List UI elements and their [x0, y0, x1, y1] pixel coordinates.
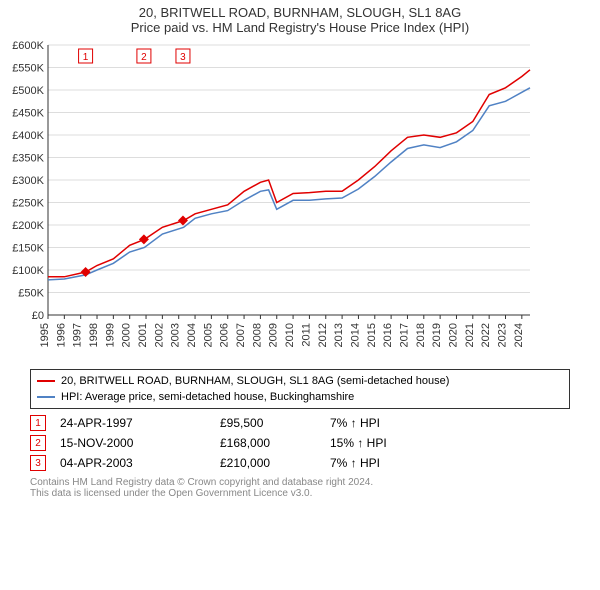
svg-text:2009: 2009: [268, 323, 280, 347]
sale-pct: 7% ↑ HPI: [330, 456, 450, 470]
svg-text:2019: 2019: [431, 323, 443, 347]
svg-text:3: 3: [180, 52, 186, 63]
svg-text:£0: £0: [32, 310, 44, 322]
svg-text:£200K: £200K: [12, 220, 44, 232]
sale-marker-box: 2: [30, 435, 46, 451]
svg-text:1999: 1999: [104, 323, 116, 347]
legend-item-property: 20, BRITWELL ROAD, BURNHAM, SLOUGH, SL1 …: [37, 373, 563, 389]
svg-text:2024: 2024: [513, 323, 525, 347]
sale-price: £210,000: [220, 456, 330, 470]
legend: 20, BRITWELL ROAD, BURNHAM, SLOUGH, SL1 …: [30, 369, 570, 409]
svg-text:2018: 2018: [415, 323, 427, 347]
sale-price: £95,500: [220, 416, 330, 430]
svg-text:2015: 2015: [366, 323, 378, 347]
svg-text:1997: 1997: [72, 323, 84, 347]
svg-text:2005: 2005: [202, 323, 214, 347]
svg-text:2014: 2014: [349, 323, 361, 347]
svg-text:£400K: £400K: [12, 130, 44, 142]
legend-swatch: [37, 396, 55, 398]
svg-text:£600K: £600K: [12, 40, 44, 52]
svg-text:1: 1: [83, 52, 89, 63]
svg-text:1998: 1998: [88, 323, 100, 347]
svg-text:2022: 2022: [480, 323, 492, 347]
legend-item-hpi: HPI: Average price, semi-detached house,…: [37, 389, 563, 405]
svg-text:2010: 2010: [284, 323, 296, 347]
svg-text:£50K: £50K: [18, 288, 44, 300]
svg-text:2013: 2013: [333, 323, 345, 347]
chart: £0 £50K £100K £150K £200K £250K £300K £350K £400…: [0, 35, 600, 365]
svg-text:2023: 2023: [496, 323, 508, 347]
svg-text:2001: 2001: [137, 323, 149, 347]
svg-text:2012: 2012: [317, 323, 329, 347]
license-line1: Contains HM Land Registry data © Crown c…: [30, 477, 570, 488]
sale-markers-list: 1 24-APR-1997 £95,500 7% ↑ HPI 2 15-NOV-…: [30, 413, 570, 473]
sale-date: 24-APR-1997: [60, 416, 220, 430]
container: 20, BRITWELL ROAD, BURNHAM, SLOUGH, SL1 …: [0, 0, 600, 590]
svg-text:£500K: £500K: [12, 85, 44, 97]
sale-date: 04-APR-2003: [60, 456, 220, 470]
svg-text:2021: 2021: [464, 323, 476, 347]
svg-text:2007: 2007: [235, 323, 247, 347]
sale-date: 15-NOV-2000: [60, 436, 220, 450]
license-block: Contains HM Land Registry data © Crown c…: [30, 477, 570, 499]
svg-text:£300K: £300K: [12, 175, 44, 187]
sale-pct: 15% ↑ HPI: [330, 436, 450, 450]
svg-text:2017: 2017: [398, 323, 410, 347]
sale-marker-box: 1: [30, 415, 46, 431]
svg-text:2003: 2003: [170, 323, 182, 347]
svg-text:2: 2: [141, 52, 147, 63]
sale-price: £168,000: [220, 436, 330, 450]
svg-text:1996: 1996: [55, 323, 67, 347]
svg-text:2006: 2006: [219, 323, 231, 347]
sale-row: 3 04-APR-2003 £210,000 7% ↑ HPI: [30, 453, 570, 473]
title-line2: Price paid vs. HM Land Registry's House …: [0, 20, 600, 35]
svg-text:£450K: £450K: [12, 108, 44, 120]
svg-text:£350K: £350K: [12, 153, 44, 165]
svg-text:£250K: £250K: [12, 198, 44, 210]
legend-swatch: [37, 380, 55, 382]
svg-text:1995: 1995: [39, 323, 51, 347]
legend-label: 20, BRITWELL ROAD, BURNHAM, SLOUGH, SL1 …: [61, 375, 449, 387]
svg-text:2016: 2016: [382, 323, 394, 347]
title-line1: 20, BRITWELL ROAD, BURNHAM, SLOUGH, SL1 …: [0, 5, 600, 20]
svg-text:2004: 2004: [186, 323, 198, 347]
svg-text:2002: 2002: [153, 323, 165, 347]
svg-text:£550K: £550K: [12, 63, 44, 75]
title-block: 20, BRITWELL ROAD, BURNHAM, SLOUGH, SL1 …: [0, 0, 600, 35]
svg-text:£100K: £100K: [12, 265, 44, 277]
license-line2: This data is licensed under the Open Gov…: [30, 488, 570, 499]
svg-text:2000: 2000: [121, 323, 133, 347]
sale-row: 1 24-APR-1997 £95,500 7% ↑ HPI: [30, 413, 570, 433]
sale-pct: 7% ↑ HPI: [330, 416, 450, 430]
sale-row: 2 15-NOV-2000 £168,000 15% ↑ HPI: [30, 433, 570, 453]
svg-text:2011: 2011: [300, 323, 312, 347]
sale-marker-box: 3: [30, 455, 46, 471]
svg-text:£150K: £150K: [12, 243, 44, 255]
svg-text:2008: 2008: [251, 323, 263, 347]
legend-label: HPI: Average price, semi-detached house,…: [61, 391, 354, 403]
svg-text:2020: 2020: [447, 323, 459, 347]
